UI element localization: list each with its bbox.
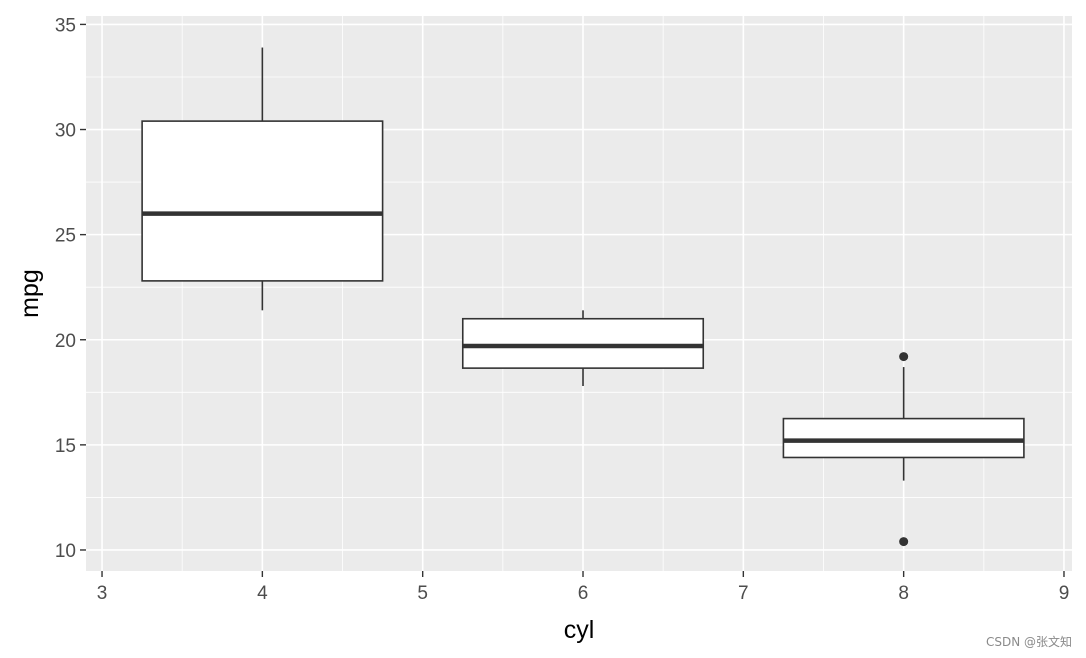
- x-tick-label: 7: [738, 583, 749, 604]
- y-tick-label: 10: [55, 541, 76, 562]
- box-cyl-4: [141, 47, 384, 311]
- box-cyl-8: [782, 352, 1025, 547]
- box-iqr: [782, 417, 1025, 459]
- y-tick-label: 25: [55, 226, 76, 247]
- y-axis-title: mpg: [16, 269, 44, 318]
- axes: 3 4 5 6 7 8 9 10 15 20 25 30 35: [55, 15, 1069, 604]
- y-tick-label: 30: [55, 121, 76, 142]
- box-cyl-6: [461, 310, 705, 386]
- x-tick-label: 6: [578, 583, 589, 604]
- box-iqr: [461, 317, 705, 369]
- x-tick-label: 9: [1059, 583, 1070, 604]
- y-tick-label: 20: [55, 331, 76, 352]
- x-tick-label: 8: [898, 583, 909, 604]
- y-tick-label: 35: [55, 15, 76, 36]
- y-tick-label: 15: [55, 436, 76, 457]
- box-iqr: [141, 120, 384, 282]
- outlier-point: [899, 537, 909, 547]
- x-tick-label: 5: [417, 583, 428, 604]
- boxes: [141, 47, 1025, 547]
- x-tick-label: 3: [97, 583, 108, 604]
- plot-panel: [86, 16, 1072, 571]
- watermark: CSDN @张文知: [985, 635, 1072, 649]
- x-axis-title: cyl: [564, 616, 595, 644]
- outlier-point: [899, 352, 909, 362]
- x-tick-label: 4: [257, 583, 268, 604]
